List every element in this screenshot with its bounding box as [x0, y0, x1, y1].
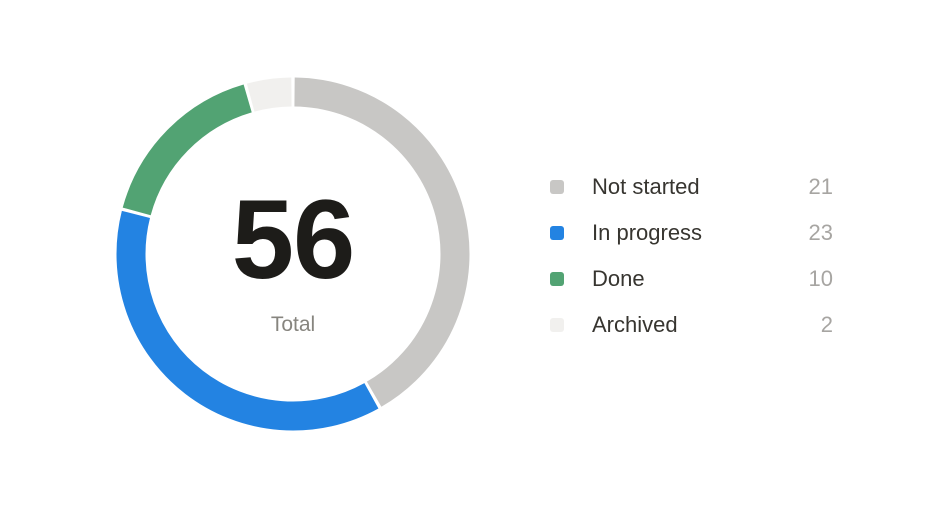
donut-segment-not-started[interactable] [294, 77, 470, 407]
legend-value-done: 10 [808, 266, 833, 291]
donut-chart-area: 56 Total [103, 64, 483, 444]
legend-row-done[interactable]: Done 10 [550, 266, 833, 292]
legend-value-in-progress: 23 [808, 220, 833, 245]
legend-row-in-progress[interactable]: In progress 23 [550, 220, 833, 246]
legend-value-not-started: 21 [808, 174, 833, 199]
donut-segment-archived[interactable] [246, 77, 293, 112]
donut-center-total: 56 [231, 177, 356, 302]
legend-swatch-done-icon [550, 272, 564, 286]
legend-value-archived: 2 [820, 312, 833, 337]
legend-label-done: Done [592, 266, 645, 291]
legend-label-archived: Archived [592, 312, 678, 337]
donut-chart [116, 77, 470, 431]
legend-row-not-started[interactable]: Not started 21 [550, 174, 833, 200]
donut-segment-in-progress[interactable] [116, 210, 379, 431]
legend-swatch-in-progress-icon [550, 226, 564, 240]
donut-segment-done[interactable] [122, 84, 253, 216]
legend-label-in-progress: In progress [592, 220, 703, 245]
chart-legend: Not started 21 In progress 23 Done 10 Ar… [550, 174, 833, 338]
legend-label-not-started: Not started [592, 174, 700, 199]
donut-center-label: Total [270, 313, 316, 336]
legend-swatch-not-started-icon [550, 180, 564, 194]
legend-swatch-archived-icon [550, 318, 564, 332]
legend-row-archived[interactable]: Archived 2 [550, 312, 833, 338]
